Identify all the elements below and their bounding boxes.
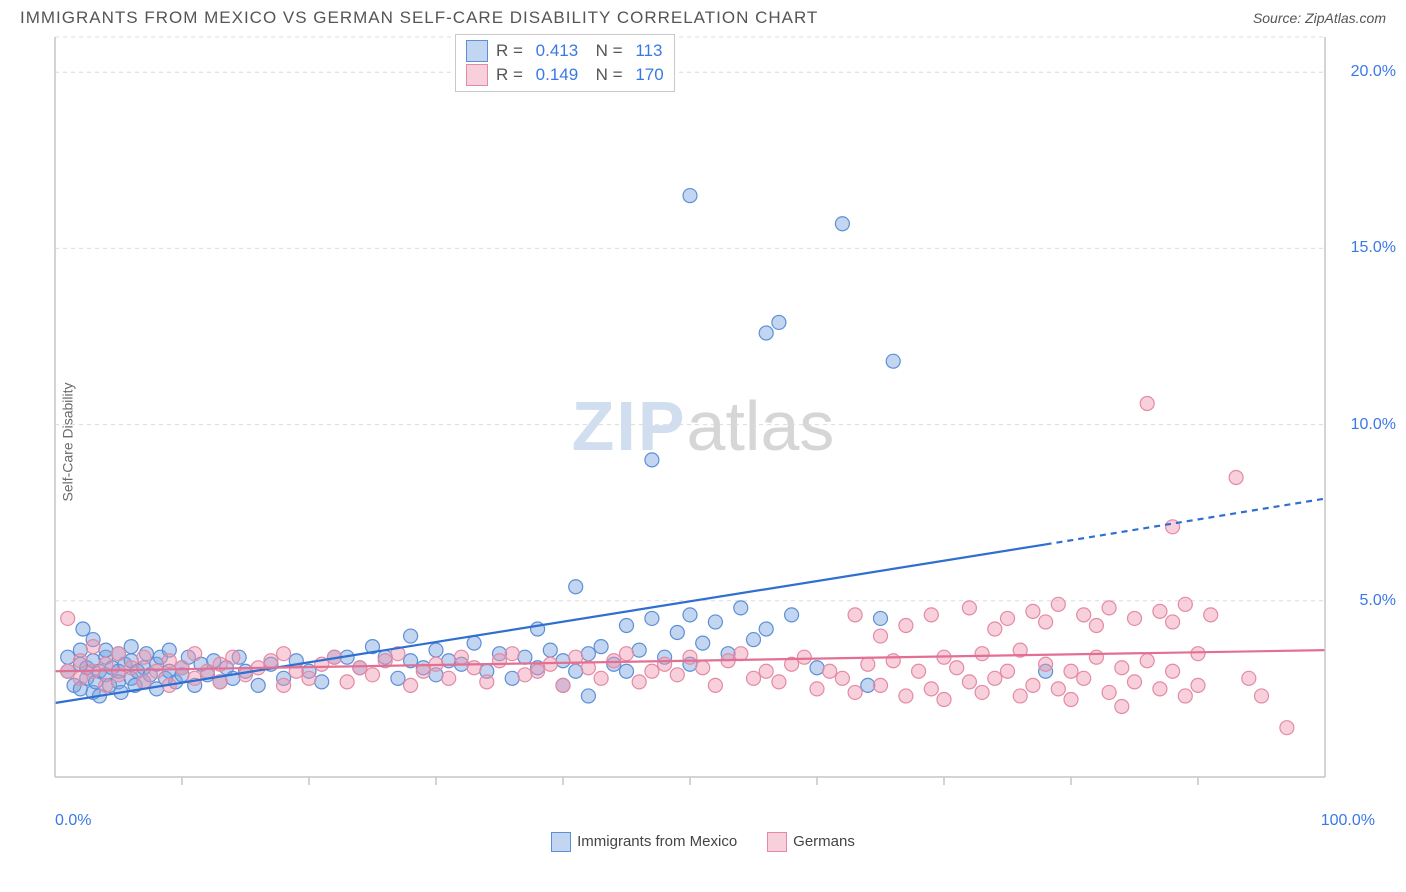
correlation-legend-box: R = 0.413 N = 113 R = 0.149 N = 170 bbox=[455, 34, 675, 92]
y-tick-label: 5.0% bbox=[1360, 592, 1396, 610]
corr-row-mexico: R = 0.413 N = 113 bbox=[466, 39, 664, 63]
chart-header: IMMIGRANTS FROM MEXICO VS GERMAN SELF-CA… bbox=[0, 0, 1406, 32]
chart-source: Source: ZipAtlas.com bbox=[1253, 10, 1386, 26]
legend-item-germans: Germans bbox=[767, 832, 855, 852]
series-legend: Immigrants from Mexico Germans bbox=[0, 832, 1406, 852]
legend-swatch-germans bbox=[767, 832, 787, 852]
x-axis-end-labels: 0.0% 100.0% bbox=[50, 812, 1380, 830]
legend-swatch-mexico bbox=[551, 832, 571, 852]
y-tick-label: 10.0% bbox=[1351, 416, 1396, 434]
plot-area: Self-Care Disability ZIPatlas R = 0.413 … bbox=[0, 32, 1406, 852]
y-tick-label: 20.0% bbox=[1351, 63, 1396, 81]
corr-row-germans: R = 0.149 N = 170 bbox=[466, 63, 664, 87]
chart-title: IMMIGRANTS FROM MEXICO VS GERMAN SELF-CA… bbox=[20, 8, 818, 28]
legend-item-mexico: Immigrants from Mexico bbox=[551, 832, 737, 852]
swatch-germans bbox=[466, 64, 488, 86]
swatch-mexico bbox=[466, 40, 488, 62]
scatter-plot-svg bbox=[50, 32, 1380, 822]
y-tick-label: 15.0% bbox=[1351, 239, 1396, 257]
